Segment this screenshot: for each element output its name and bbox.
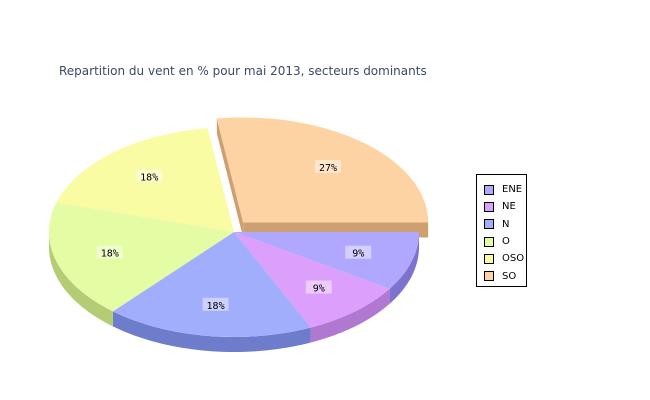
legend-swatch [484, 201, 494, 212]
data-label-bg [202, 297, 229, 311]
data-label: 18% [140, 172, 158, 183]
legend-item: N [477, 216, 526, 233]
legend-label: O [502, 236, 510, 248]
data-label: 18% [101, 249, 119, 260]
slice-side-ene [389, 232, 419, 304]
slice-oso [56, 128, 234, 232]
data-label: 9% [352, 249, 364, 260]
slice-ne [234, 232, 390, 328]
slice-side-o [49, 232, 113, 327]
legend-label: SO [502, 270, 517, 282]
legend-item: OSO [477, 250, 526, 267]
legend-item: ENE [477, 181, 526, 198]
data-label-bg [305, 280, 332, 294]
legend-swatch [484, 271, 494, 282]
chart-title: Repartition du vent en % pour mai 2013, … [59, 64, 427, 78]
slice-side-n [112, 311, 311, 352]
slice-o [48, 202, 234, 312]
data-label-bg [314, 159, 341, 173]
legend: ENE NE N O OSO SO [476, 174, 527, 287]
data-label: 27% [319, 163, 337, 174]
legend-swatch [484, 219, 494, 230]
data-label: 9% [313, 284, 325, 295]
legend-item: SO [477, 267, 526, 284]
slice-side-ne [310, 288, 390, 343]
legend-label: OSO [502, 253, 525, 265]
data-label-bg [136, 169, 163, 183]
pie-labels: 9% 9% 18% 18% 18% 27% [96, 159, 372, 312]
legend-item: O [477, 233, 526, 250]
slice-so [216, 117, 429, 223]
data-label: 18% [207, 301, 225, 312]
legend-label: N [502, 218, 510, 230]
legend-swatch [484, 253, 494, 264]
slice-face-so-0 [216, 118, 244, 238]
slice-n [112, 232, 311, 337]
legend-label: ENE [502, 184, 523, 196]
pie-tops [48, 117, 429, 337]
legend-item: NE [477, 198, 526, 215]
slice-ene [234, 232, 419, 289]
legend-swatch [484, 236, 494, 247]
legend-label: NE [502, 201, 516, 213]
data-label-bg [96, 245, 123, 259]
data-label-bg [345, 245, 372, 259]
legend-swatch [484, 184, 494, 195]
